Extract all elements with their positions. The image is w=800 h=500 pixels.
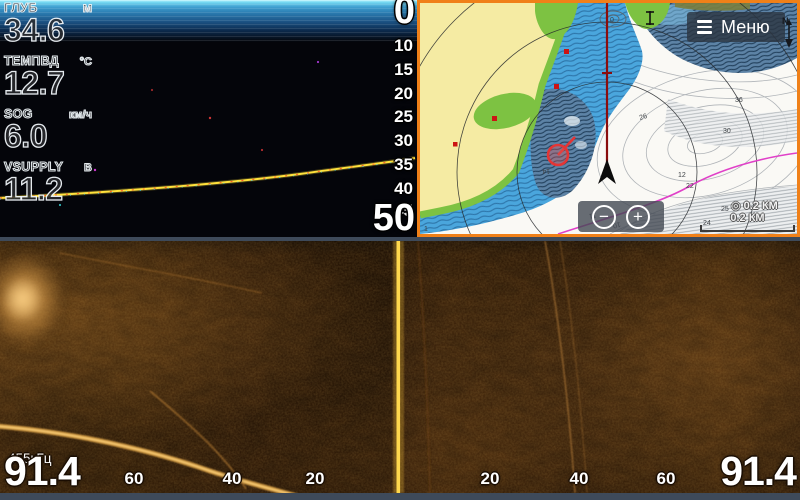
- sidescan-range-left: 91.4: [4, 448, 81, 493]
- zoom-in-button[interactable]: +: [626, 204, 650, 229]
- bottom-bezel: [0, 493, 800, 500]
- depth-scale-bottom: 50: [372, 197, 415, 237]
- svg-text:14: 14: [542, 167, 550, 174]
- sonar-panel[interactable]: ГЛУБ М 34.6 ТЕМПВД °C 12.7 SOG км/ч 6.0 VSU…: [0, 0, 417, 237]
- sidescan-range-right: 91.4: [720, 448, 797, 493]
- cursor-range-value: 0.2 КМ: [743, 199, 778, 212]
- deep-spot: [530, 88, 596, 198]
- chart-map: 0 26 36 30 25 24 22 11 10 14 1 12: [420, 3, 797, 234]
- scale-bar-label: 0.2 КМ: [730, 212, 765, 224]
- shallow-green: [535, 3, 578, 40]
- sidescan-panel[interactable]: 455кГц 91.4 91.4 60 40 20 20 40 60: [0, 241, 800, 493]
- readout-unit: М: [82, 3, 92, 16]
- readout-value: 11.2: [3, 171, 63, 207]
- sidescan-features: [0, 241, 588, 493]
- svg-text:30: 30: [723, 128, 731, 135]
- panel-divider: [0, 237, 800, 241]
- contour-band: [664, 99, 797, 147]
- svg-text:12: 12: [678, 172, 686, 179]
- sonar-readouts: ГЛУБ М 34.6 ТЕМПВД °C 12.7 SOG км/ч 6.0 VSU…: [3, 1, 124, 213]
- svg-text:22: 22: [686, 183, 694, 190]
- readout-value: 6.0: [3, 118, 48, 154]
- map-scale-bar: 0.2 КМ: [700, 212, 795, 232]
- beacon-icon: [646, 11, 654, 25]
- svg-text:N: N: [782, 16, 789, 26]
- zoom-controls: − +: [578, 201, 664, 232]
- svg-text:36: 36: [735, 97, 743, 104]
- depth-tick: 30: [394, 131, 413, 150]
- readout-value: 12.7: [3, 65, 65, 101]
- water-column-center-line: [396, 241, 401, 493]
- depth-tick: 10: [394, 36, 413, 55]
- readout-unit: км/ч: [68, 109, 92, 122]
- sonar-surface-clutter: [0, 0, 417, 42]
- depth-tick: 40: [394, 179, 413, 198]
- svg-text:24: 24: [703, 220, 711, 227]
- shoreline-shallow: [420, 3, 574, 219]
- readout-value: 34.6: [3, 12, 65, 48]
- depth-tick: 20: [394, 84, 413, 103]
- depth-tick: 45: [394, 201, 413, 220]
- zoom-out-button[interactable]: −: [592, 204, 616, 229]
- menu-button-label: Меню: [721, 16, 770, 37]
- water-channel: [420, 3, 643, 234]
- depth-tick: 15: [394, 60, 413, 79]
- boat-icon: [598, 159, 616, 184]
- sidescan-tick: 20: [305, 469, 325, 488]
- contour-band: [620, 186, 797, 234]
- chart-panel[interactable]: 0 26 36 30 25 24 22 11 10 14 1 12: [417, 0, 800, 237]
- readout-sog: SOG км/ч 6.0: [3, 107, 124, 154]
- readout-label: VSUPPLY: [3, 160, 64, 175]
- sidescan-frequency: 455кГц: [8, 451, 52, 466]
- sidescan-tick: 40: [222, 469, 242, 488]
- deep-hole: [575, 141, 587, 149]
- scale-bar-bracket: [700, 225, 795, 232]
- sidescan-tick: 40: [569, 469, 589, 488]
- sidescan-tick: 60: [124, 469, 144, 488]
- sidescan-hard-return-core: [2, 277, 42, 321]
- sidescan-tick: 60: [656, 469, 676, 488]
- depth-tick: 35: [394, 155, 413, 174]
- shore-strip: [675, 3, 750, 11]
- svg-text:25: 25: [721, 206, 729, 213]
- deep-hole: [564, 116, 580, 126]
- cursor-range-readout: ◎ 0.2 КМ: [731, 199, 778, 213]
- waypoint-marker[interactable]: [546, 136, 576, 167]
- svg-text:26: 26: [639, 113, 649, 122]
- menu-button[interactable]: Меню: [687, 12, 785, 42]
- sonar-echogram: [0, 60, 416, 207]
- depth-scale-top: 0: [393, 0, 415, 32]
- shallow-green: [625, 3, 670, 30]
- readout-unit: °C: [79, 56, 92, 69]
- svg-text:1: 1: [424, 226, 428, 233]
- depth-tick: 25: [394, 107, 413, 126]
- hamburger-icon: [697, 20, 712, 34]
- readout-label: ТЕМПВД: [4, 54, 60, 69]
- north-indicator-icon: N: [781, 13, 797, 51]
- svg-text:0: 0: [610, 17, 614, 24]
- rock-markers: [453, 49, 569, 147]
- readout-voltage: VSUPPLY В 11.2: [3, 160, 124, 207]
- sidescan-tick: 20: [480, 469, 500, 488]
- readout-label: SOG: [4, 107, 33, 122]
- range-ring-icon: ◎: [731, 200, 741, 212]
- readout-label: ГЛУБ: [4, 1, 38, 16]
- readout-unit: В: [84, 162, 93, 175]
- readout-water-temp: ТЕМПВД °C 12.7: [3, 54, 124, 101]
- readout-depth: ГЛУБ М 34.6: [3, 1, 124, 48]
- shallow-green: [473, 92, 537, 130]
